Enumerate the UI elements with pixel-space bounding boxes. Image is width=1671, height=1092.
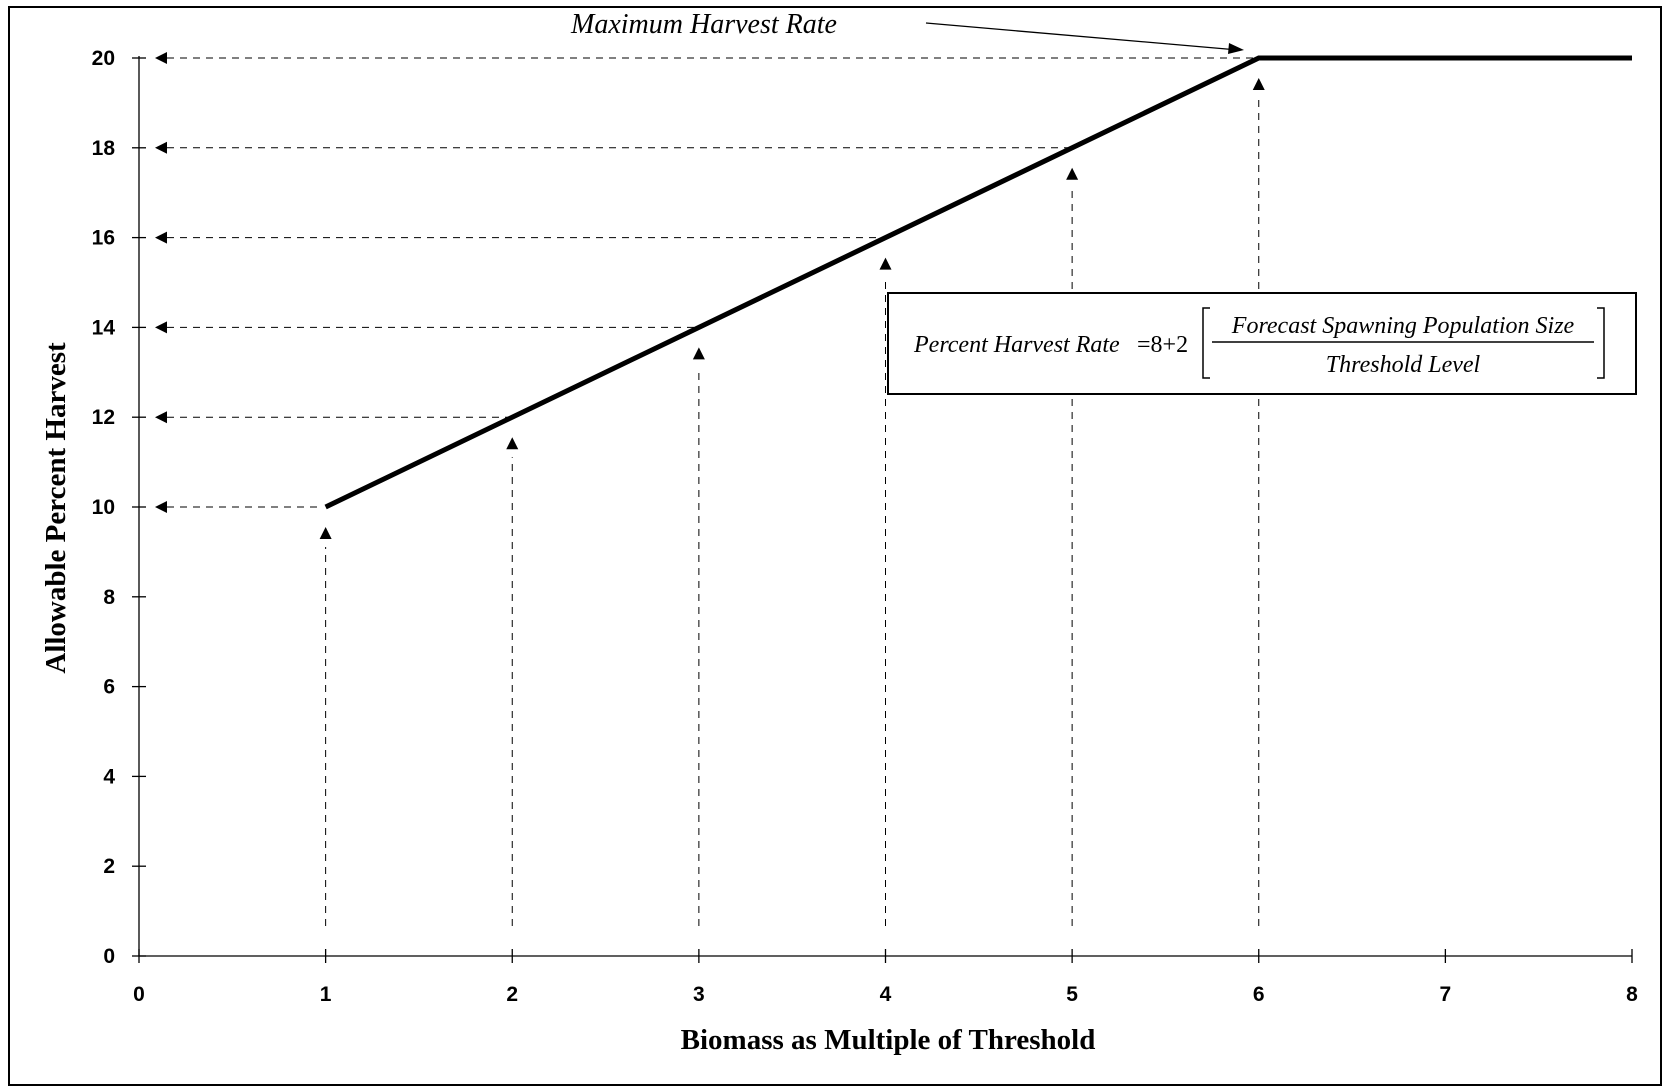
formula-denominator: Threshold Level xyxy=(1326,352,1481,378)
x-tick-labels: 0 1 2 3 4 5 6 7 8 xyxy=(133,983,1638,1006)
guide-lines xyxy=(155,52,1265,926)
guide-up-arrow xyxy=(319,527,332,539)
y-tick-label: 14 xyxy=(92,316,116,339)
y-axis-title: Allowable Percent Harvest xyxy=(40,342,72,674)
harvest-rate-line xyxy=(324,55,1632,510)
series xyxy=(324,55,1632,510)
guide-left-arrow xyxy=(155,231,167,244)
formula-const: =8+2 xyxy=(1137,332,1188,358)
x-tick-label: 1 xyxy=(320,983,332,1006)
y-tick-label: 20 xyxy=(92,47,115,70)
y-tick-label: 6 xyxy=(103,676,115,699)
guide-up-arrow xyxy=(692,347,705,360)
guide-left-arrow xyxy=(155,321,167,334)
max-rate-pointer xyxy=(925,22,1239,51)
y-tick-label: 18 xyxy=(92,137,116,160)
y-tick-label: 16 xyxy=(92,227,115,250)
x-tick-label: 2 xyxy=(506,983,518,1006)
y-tick-label: 8 xyxy=(103,586,115,609)
x-axis-title: Biomass as Multiple of Threshold xyxy=(681,1024,1096,1056)
x-tick-label: 7 xyxy=(1440,983,1452,1006)
x-tick-label: 6 xyxy=(1253,983,1265,1006)
y-tick-label: 10 xyxy=(92,496,115,519)
guide-up-arrow xyxy=(879,257,892,270)
x-tick-label: 0 xyxy=(133,983,145,1006)
formula-bracket-right xyxy=(1597,307,1605,379)
max-rate-annotation: Maximum Harvest Rate xyxy=(570,9,837,40)
guide-up-arrow xyxy=(506,437,519,450)
guide-left-arrow xyxy=(155,501,167,513)
chart-frame xyxy=(8,6,1662,1086)
y-tick-label: 0 xyxy=(103,945,115,968)
formula-box: Percent Harvest Rate =8+2 Forecast Spawn… xyxy=(887,292,1637,395)
y-tick-label: 12 xyxy=(92,406,115,429)
x-tick-label: 8 xyxy=(1626,983,1638,1006)
guide-left-arrow xyxy=(155,52,167,64)
formula-lhs: Percent Harvest Rate xyxy=(913,332,1120,358)
y-tick-labels: 0 2 4 6 8 10 12 14 16 18 20 xyxy=(92,47,116,968)
x-tick-label: 5 xyxy=(1066,983,1078,1006)
x-tick-label: 3 xyxy=(693,983,705,1006)
guide-up-arrow xyxy=(1252,78,1265,90)
y-tick-label: 4 xyxy=(103,765,115,788)
y-tick-label: 2 xyxy=(103,855,115,878)
max-rate-arrowhead xyxy=(1228,43,1244,54)
guide-left-arrow xyxy=(155,141,167,154)
axes xyxy=(132,56,1633,963)
x-tick-label: 4 xyxy=(880,983,892,1006)
guide-up-arrow xyxy=(1066,167,1079,180)
formula-numerator: Forecast Spawning Population Size xyxy=(1231,313,1575,339)
formula-bracket-left xyxy=(1202,307,1210,379)
guide-left-arrow xyxy=(155,411,167,424)
